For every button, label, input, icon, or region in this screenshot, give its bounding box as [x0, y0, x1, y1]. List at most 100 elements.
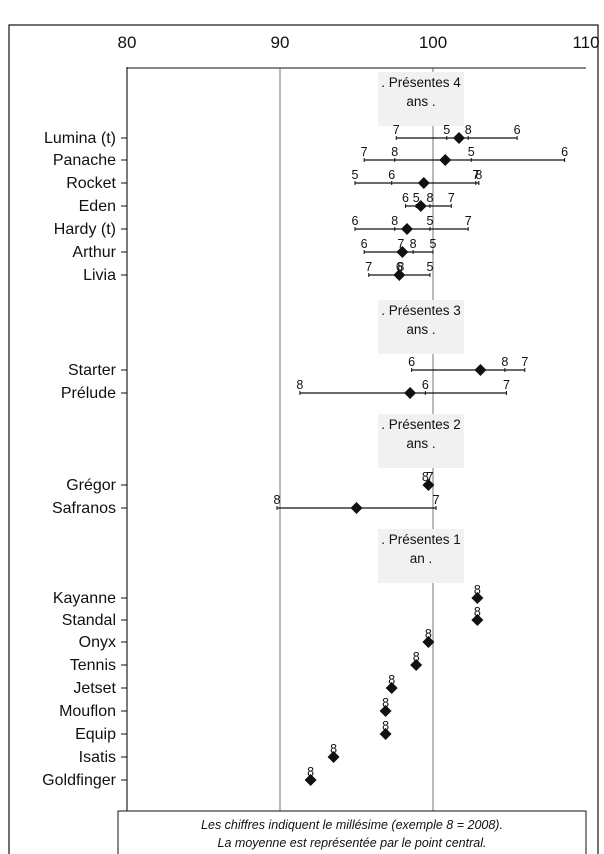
legend-note: Les chiffres indiquent le millésime (exe…	[117, 810, 587, 854]
year-label: 6	[514, 123, 521, 137]
mean-marker	[304, 774, 317, 786]
group-label: . Présentes 1 an .	[378, 529, 464, 583]
year-label: 8	[307, 765, 314, 779]
year-label: 5	[443, 123, 450, 137]
year-label: 7	[448, 191, 455, 205]
year-label: 8	[425, 627, 432, 641]
mean-marker	[422, 636, 435, 648]
year-label: 8	[474, 583, 481, 597]
year-label: 6	[422, 378, 429, 392]
group-label-bg	[378, 72, 464, 126]
group-label-line: . Présentes 1	[381, 532, 461, 547]
note-line-1: Les chiffres indiquent le millésime (exe…	[201, 818, 503, 832]
variety-label: Starter	[68, 362, 117, 379]
variety-row: Safranos 8 7	[52, 493, 440, 517]
year-label: 8	[388, 673, 395, 687]
year-label: 7	[433, 493, 440, 507]
year-label: 8	[382, 719, 389, 733]
variety-label: Mouflon	[59, 703, 116, 720]
variety-row: Standal 8	[62, 605, 484, 629]
variety-row: Jetset 8	[73, 673, 398, 697]
year-label: 5	[413, 191, 420, 205]
year-label: 8	[501, 355, 508, 369]
year-label: 7	[503, 378, 510, 392]
year-label: 8	[474, 605, 481, 619]
variety-label: Rocket	[66, 175, 116, 192]
year-label: 8	[426, 191, 433, 205]
mean-marker	[410, 659, 423, 671]
note-box	[117, 810, 587, 854]
mean-marker	[350, 502, 363, 514]
variety-label: Equip	[75, 726, 116, 743]
note-line-2: La moyenne est représentée par le point …	[218, 836, 487, 850]
year-label: 6	[402, 191, 409, 205]
variety-row: Onyx 8	[79, 627, 435, 651]
year-label: 8	[382, 696, 389, 710]
mean-marker	[414, 200, 427, 212]
x-axis-tick-labels: 80 90 100 110	[118, 33, 600, 52]
year-label: 5	[426, 214, 433, 228]
mean-marker	[422, 479, 435, 491]
variety-label: Arthur	[72, 244, 116, 261]
group-label: . Présentes 2 ans .	[378, 414, 464, 468]
variety-label: Onyx	[79, 634, 116, 651]
variety-label: Tennis	[70, 657, 116, 674]
year-label: 7	[361, 145, 368, 159]
year-label: 8	[391, 214, 398, 228]
mean-marker	[379, 728, 392, 740]
group-label-line: . Présentes 3	[381, 303, 461, 318]
mean-marker	[417, 177, 430, 189]
group-label-line: ans .	[406, 94, 435, 109]
mean-marker	[474, 364, 487, 376]
year-label: 5	[468, 145, 475, 159]
mean-marker	[471, 614, 484, 626]
group-label-bg	[378, 529, 464, 583]
year-label: 6	[351, 214, 358, 228]
group-label-line: an .	[410, 551, 433, 566]
year-label: 8	[296, 378, 303, 392]
year-label: 5	[351, 168, 358, 182]
year-label: 8	[391, 145, 398, 159]
year-label: 6	[388, 168, 395, 182]
group-label: . Présentes 4 ans .	[378, 72, 464, 126]
variety-label: Kayanne	[53, 590, 116, 607]
year-label: 7	[521, 355, 528, 369]
group-label-line: ans .	[406, 436, 435, 451]
year-label: 5	[430, 237, 437, 251]
year-label: 8	[475, 168, 482, 182]
variety-label: Grégor	[66, 477, 116, 494]
year-label: 8	[410, 237, 417, 251]
year-label: 6	[408, 355, 415, 369]
mean-marker	[393, 269, 406, 281]
year-label: 5	[426, 260, 433, 274]
mean-marker	[453, 132, 466, 144]
year-label: 7	[365, 260, 372, 274]
variety-label: Eden	[79, 198, 116, 215]
year-label: 8	[330, 742, 337, 756]
year-label: 6	[396, 260, 403, 274]
variety-row: Hardy (t) 6 8 5 7	[54, 214, 472, 238]
variety-row: Grégor 87	[66, 470, 435, 494]
chart-frame	[8, 24, 599, 854]
mean-marker	[327, 751, 340, 763]
group-label-bg	[378, 414, 464, 468]
x-tick-label: 80	[118, 33, 137, 52]
variety-row: Equip 8	[75, 719, 392, 743]
variety-row: Panache 7 8 5 6	[53, 145, 568, 169]
group-label-line: . Présentes 4	[381, 75, 461, 90]
variety-row: Arthur 6 7 8 5	[72, 237, 436, 261]
x-tick-label: 100	[419, 33, 447, 52]
year-label: 6	[561, 145, 568, 159]
variety-group: . Présentes 1 an . Kayanne 8 Standal 8 Onyx 8 Te…	[42, 529, 484, 789]
mean-marker	[385, 682, 398, 694]
variety-row: Eden 6 5 8 7	[79, 191, 455, 215]
variety-label: Jetset	[73, 680, 116, 697]
variety-label: Prélude	[61, 385, 116, 402]
year-label: 7	[465, 214, 472, 228]
variety-label: Livia	[83, 267, 116, 284]
variety-label: Standal	[62, 612, 116, 629]
variety-label: Panache	[53, 152, 116, 169]
